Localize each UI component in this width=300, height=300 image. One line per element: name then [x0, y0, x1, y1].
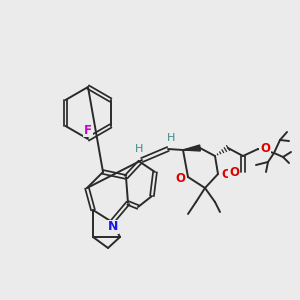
Text: N: N	[108, 220, 118, 233]
Text: O: O	[260, 142, 270, 154]
Text: H: H	[135, 144, 143, 154]
Text: O: O	[229, 167, 239, 179]
Text: H: H	[167, 133, 175, 143]
Text: O: O	[221, 169, 231, 182]
Text: O: O	[175, 172, 185, 184]
Polygon shape	[183, 145, 200, 151]
Text: F: F	[84, 124, 92, 136]
